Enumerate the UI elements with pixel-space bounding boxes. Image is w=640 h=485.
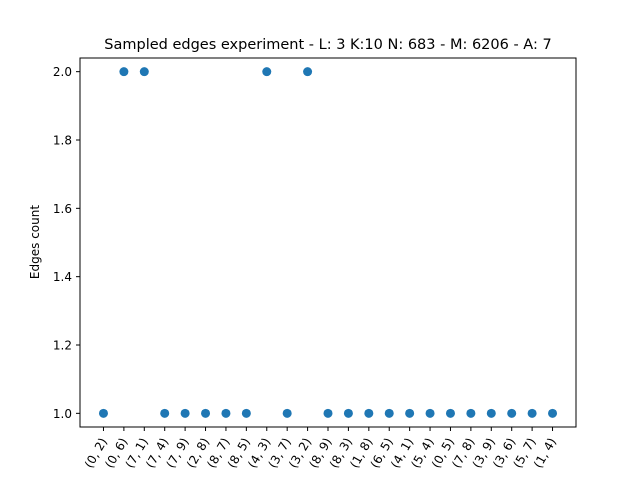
data-point: [323, 408, 333, 418]
data-point: [507, 408, 517, 418]
data-point: [425, 408, 435, 418]
data-point: [445, 408, 455, 418]
data-point: [527, 408, 537, 418]
y-tick-label: 1.4: [53, 270, 72, 284]
y-tick-label: 1.0: [53, 407, 72, 421]
y-tick-label: 1.8: [53, 134, 72, 148]
data-point: [303, 67, 313, 77]
data-point: [548, 408, 558, 418]
data-point: [201, 408, 211, 418]
data-point: [139, 67, 149, 77]
data-point: [466, 408, 476, 418]
data-point: [98, 408, 108, 418]
y-axis-ticks: 1.0 1.2 1.4 1.6 1.8 2.0: [53, 65, 80, 421]
data-point: [119, 67, 129, 77]
y-tick-label: 1.2: [53, 339, 72, 353]
data-point: [241, 408, 251, 418]
data-point: [405, 408, 415, 418]
chart-title: Sampled edges experiment - L: 3 K:10 N: …: [104, 37, 551, 53]
data-point: [180, 408, 190, 418]
data-point: [364, 408, 374, 418]
data-point: [221, 408, 231, 418]
data-point: [160, 408, 170, 418]
data-point: [486, 408, 496, 418]
y-axis-label: Edges count: [28, 205, 42, 279]
data-point: [384, 408, 394, 418]
plot-area-frame: [79, 57, 577, 428]
data-point: [282, 408, 292, 418]
y-tick-label: 2.0: [53, 65, 72, 79]
data-points: [98, 67, 558, 418]
y-tick-label: 1.6: [53, 202, 72, 216]
data-point: [262, 67, 272, 77]
data-point: [343, 408, 353, 418]
